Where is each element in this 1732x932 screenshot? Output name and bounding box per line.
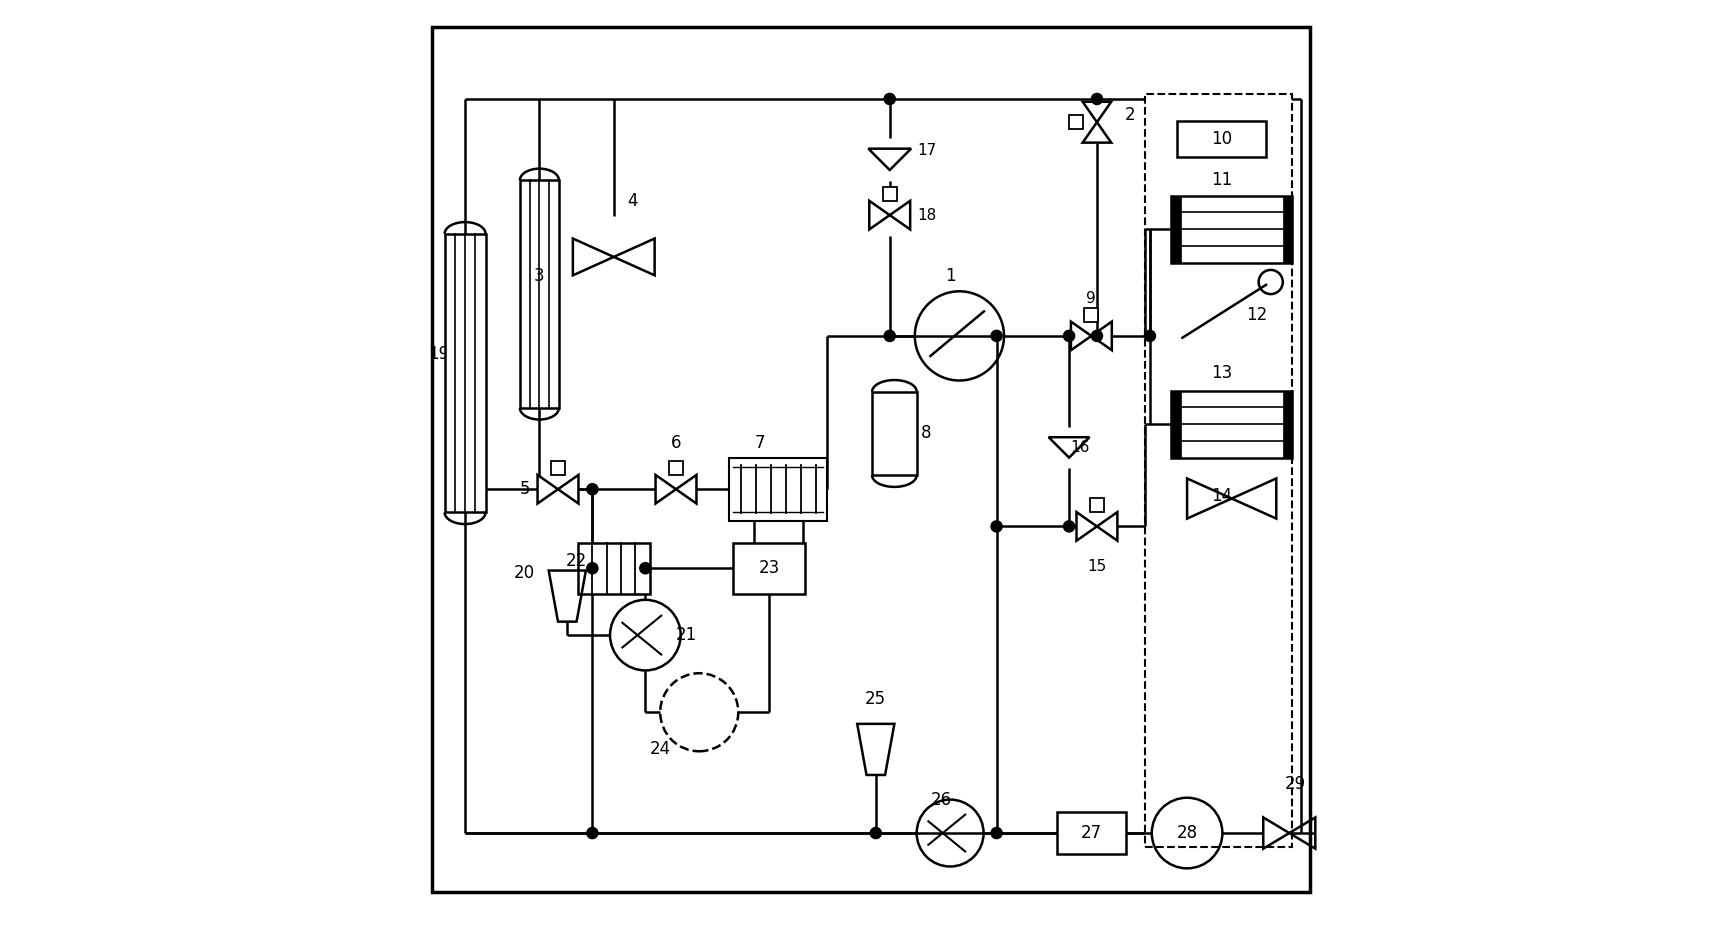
Polygon shape bbox=[655, 475, 675, 503]
Text: 12: 12 bbox=[1245, 307, 1266, 324]
Text: 2: 2 bbox=[1124, 105, 1134, 124]
Circle shape bbox=[639, 563, 651, 574]
Polygon shape bbox=[1096, 512, 1117, 541]
Circle shape bbox=[1063, 521, 1074, 532]
Polygon shape bbox=[1082, 122, 1110, 143]
Polygon shape bbox=[558, 475, 578, 503]
Text: 27: 27 bbox=[1081, 824, 1102, 842]
Polygon shape bbox=[889, 200, 909, 229]
Circle shape bbox=[883, 330, 895, 341]
Text: 6: 6 bbox=[670, 434, 681, 452]
Bar bbox=[1171, 391, 1292, 458]
Text: 23: 23 bbox=[759, 559, 779, 577]
Text: 26: 26 bbox=[930, 791, 951, 809]
Polygon shape bbox=[1076, 512, 1096, 541]
Bar bbox=[871, 391, 916, 475]
Text: 20: 20 bbox=[513, 564, 535, 582]
Circle shape bbox=[883, 93, 895, 104]
Text: 18: 18 bbox=[916, 208, 937, 223]
Polygon shape bbox=[1091, 322, 1112, 350]
Text: 29: 29 bbox=[1285, 775, 1306, 793]
Text: 4: 4 bbox=[627, 192, 637, 211]
Circle shape bbox=[869, 828, 882, 839]
Text: 28: 28 bbox=[1176, 824, 1197, 842]
Polygon shape bbox=[1070, 322, 1091, 350]
Bar bbox=[551, 461, 565, 475]
Text: 10: 10 bbox=[1211, 130, 1231, 148]
Bar bbox=[1282, 196, 1292, 263]
Circle shape bbox=[1091, 93, 1102, 104]
Text: 24: 24 bbox=[650, 740, 670, 758]
Polygon shape bbox=[675, 475, 696, 503]
Circle shape bbox=[1091, 330, 1102, 341]
Text: 15: 15 bbox=[1086, 559, 1107, 574]
Bar bbox=[1089, 498, 1103, 512]
Text: 3: 3 bbox=[533, 267, 544, 284]
Circle shape bbox=[991, 330, 1001, 341]
Text: 3: 3 bbox=[533, 267, 544, 284]
Text: 19: 19 bbox=[428, 346, 449, 363]
Text: 3: 3 bbox=[533, 267, 544, 284]
Bar bbox=[577, 542, 650, 594]
Polygon shape bbox=[537, 475, 558, 503]
Polygon shape bbox=[869, 200, 889, 229]
Text: 25: 25 bbox=[864, 690, 885, 707]
Text: 1: 1 bbox=[944, 267, 954, 285]
Text: 16: 16 bbox=[1070, 440, 1089, 455]
Text: 7: 7 bbox=[753, 434, 764, 452]
Text: 13: 13 bbox=[1211, 364, 1231, 382]
Bar bbox=[445, 234, 485, 513]
Bar bbox=[1176, 121, 1264, 157]
Text: 9: 9 bbox=[1086, 291, 1096, 307]
Bar bbox=[729, 458, 826, 521]
Bar bbox=[733, 542, 805, 594]
Bar bbox=[520, 180, 559, 408]
Text: 17: 17 bbox=[916, 143, 937, 158]
Bar bbox=[1171, 196, 1292, 263]
Bar bbox=[1171, 196, 1179, 263]
Text: 5: 5 bbox=[520, 480, 530, 499]
Bar bbox=[1084, 308, 1098, 322]
Circle shape bbox=[587, 484, 598, 495]
Bar bbox=[1171, 391, 1179, 458]
Circle shape bbox=[1063, 330, 1074, 341]
Text: 11: 11 bbox=[1211, 171, 1231, 189]
Circle shape bbox=[991, 828, 1001, 839]
Text: 14: 14 bbox=[1211, 487, 1231, 505]
Circle shape bbox=[1143, 330, 1155, 341]
Bar bbox=[1282, 391, 1292, 458]
Bar bbox=[882, 186, 895, 200]
Circle shape bbox=[587, 828, 598, 839]
Bar bbox=[1057, 812, 1126, 854]
Text: 21: 21 bbox=[675, 626, 696, 644]
Text: 22: 22 bbox=[566, 552, 587, 569]
Bar bbox=[1069, 116, 1082, 130]
Bar bbox=[1145, 94, 1292, 847]
Polygon shape bbox=[1082, 102, 1110, 122]
Bar bbox=[669, 461, 682, 475]
Circle shape bbox=[587, 563, 598, 574]
Circle shape bbox=[991, 521, 1001, 532]
Text: 8: 8 bbox=[920, 424, 930, 443]
